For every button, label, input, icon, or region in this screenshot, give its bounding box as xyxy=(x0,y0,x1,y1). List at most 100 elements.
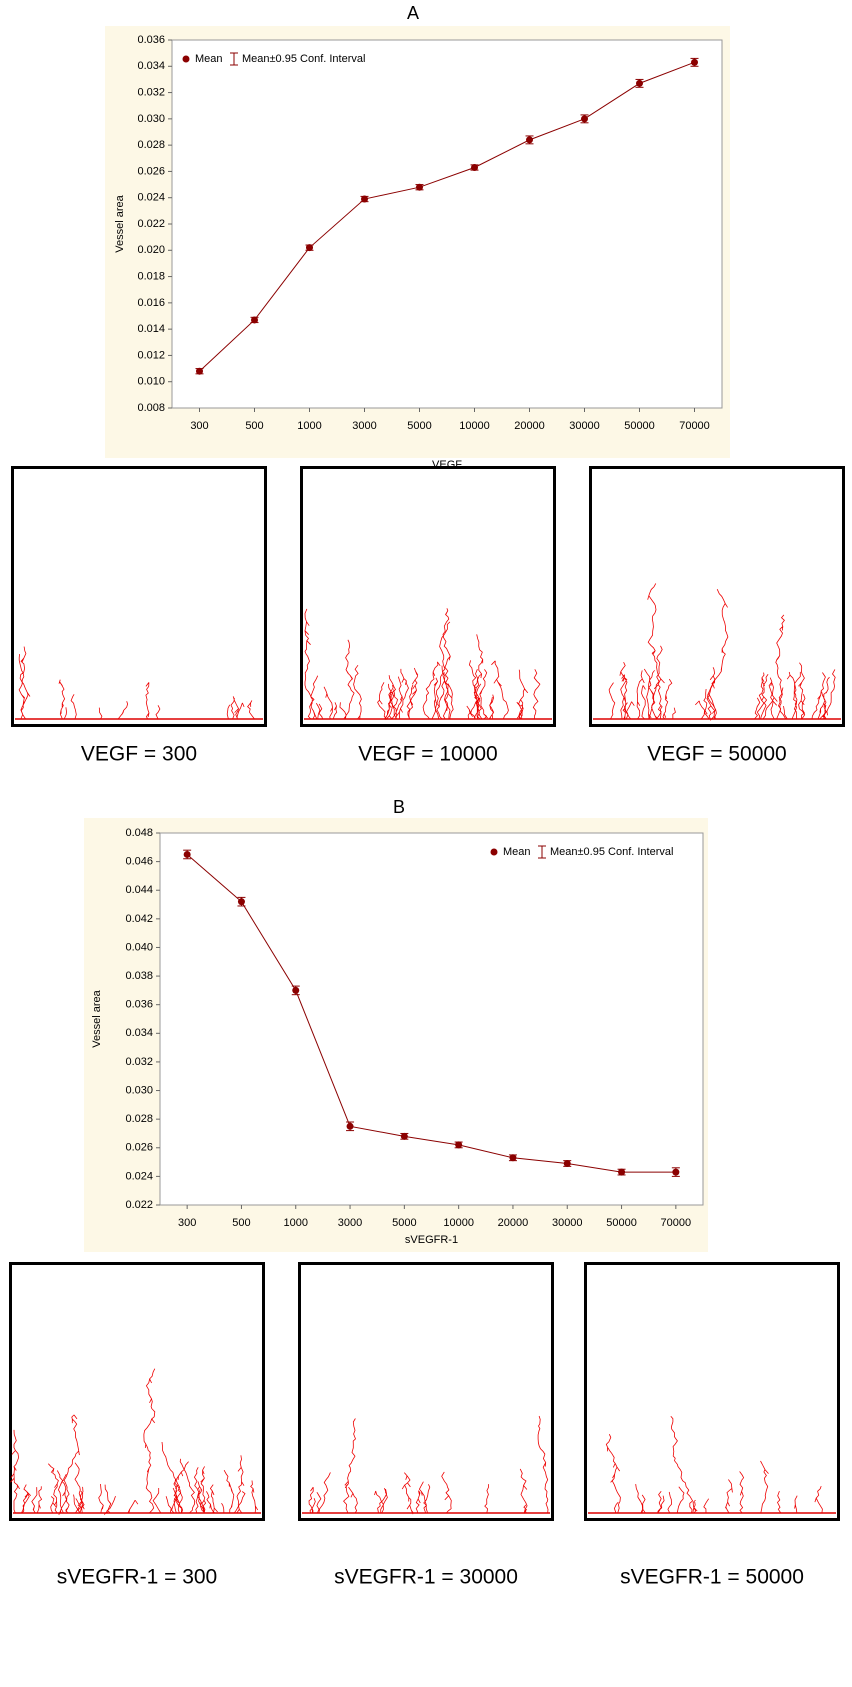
y-tick-label: 0.040 xyxy=(125,941,153,953)
y-tick-label: 0.026 xyxy=(125,1142,153,1154)
y-tick-label: 0.018 xyxy=(137,270,165,282)
y-tick-label: 0.008 xyxy=(137,402,165,414)
marker xyxy=(691,58,698,66)
panel-label: A xyxy=(407,3,419,23)
y-tick-label: 0.028 xyxy=(125,1113,153,1125)
plot-area xyxy=(159,832,704,1206)
x-tick-label: 70000 xyxy=(679,420,710,432)
y-tick-label: 0.014 xyxy=(137,323,165,335)
simulation-frame xyxy=(300,466,556,727)
vessel-network xyxy=(18,646,255,720)
y-tick-label: 0.024 xyxy=(125,1170,153,1182)
marker xyxy=(509,1154,517,1162)
series-line xyxy=(199,61,695,372)
x-tick-label: 500 xyxy=(245,420,263,432)
y-tick-label: 0.036 xyxy=(125,999,153,1011)
y-tick-label: 0.032 xyxy=(137,86,165,98)
legend-label: Mean±0.95 Conf. Interval xyxy=(550,846,673,858)
y-axis-title: Vessel area xyxy=(114,194,126,252)
y-axis-title: Vessel area xyxy=(91,989,103,1047)
marker xyxy=(306,244,313,252)
vessel-network xyxy=(10,1368,259,1515)
legend-marker xyxy=(182,55,190,63)
plot-area xyxy=(171,39,723,409)
x-tick-label: 3000 xyxy=(338,1217,362,1229)
legend-label: Mean xyxy=(503,846,531,858)
x-tick-label: 5000 xyxy=(407,420,431,432)
y-tick-label: 0.022 xyxy=(125,1199,153,1211)
vessel-network xyxy=(304,608,541,721)
marker xyxy=(400,1132,408,1140)
x-axis-title: sVEGFR-1 xyxy=(405,1234,458,1246)
image-caption: sVEGFR-1 = 50000 xyxy=(620,1566,804,1589)
legend-label: Mean±0.95 Conf. Interval xyxy=(242,53,365,65)
y-tick-label: 0.026 xyxy=(137,165,165,177)
marker xyxy=(237,898,245,906)
y-tick-label: 0.030 xyxy=(125,1084,153,1096)
marker xyxy=(581,115,588,123)
marker xyxy=(618,1168,626,1176)
legend-error-icon xyxy=(538,845,546,859)
marker xyxy=(455,1141,463,1149)
image-caption: VEGF = 50000 xyxy=(647,743,787,766)
image-caption: sVEGFR-1 = 30000 xyxy=(334,1566,518,1589)
series-line xyxy=(186,854,676,1173)
marker xyxy=(471,163,478,171)
marker xyxy=(416,183,423,191)
y-tick-label: 0.038 xyxy=(125,970,153,982)
x-tick-label: 20000 xyxy=(514,420,545,432)
y-tick-label: 0.042 xyxy=(125,913,153,925)
x-tick-label: 300 xyxy=(178,1217,196,1229)
y-tick-label: 0.030 xyxy=(137,113,165,125)
y-tick-label: 0.024 xyxy=(137,192,165,204)
x-tick-label: 50000 xyxy=(624,420,655,432)
marker xyxy=(636,79,643,87)
y-tick-label: 0.016 xyxy=(137,297,165,309)
x-tick-label: 30000 xyxy=(552,1217,583,1229)
simulation-frame xyxy=(589,466,845,727)
vessel-network xyxy=(308,1415,549,1515)
x-tick-label: 1000 xyxy=(297,420,321,432)
simulation-frame xyxy=(298,1262,554,1521)
marker xyxy=(196,367,203,375)
x-tick-label: 3000 xyxy=(352,420,376,432)
image-caption: VEGF = 300 xyxy=(81,743,197,766)
x-tick-label: 30000 xyxy=(569,420,600,432)
x-tick-label: 10000 xyxy=(443,1217,474,1229)
x-tick-label: 70000 xyxy=(661,1217,692,1229)
y-tick-label: 0.034 xyxy=(137,60,165,72)
simulation-frame xyxy=(584,1262,840,1521)
image-caption: sVEGFR-1 = 300 xyxy=(57,1566,217,1589)
marker xyxy=(563,1160,571,1168)
y-tick-label: 0.046 xyxy=(125,856,153,868)
legend-marker xyxy=(490,848,498,856)
legend-error-icon xyxy=(230,52,238,66)
y-tick-label: 0.048 xyxy=(125,827,153,839)
x-tick-label: 1000 xyxy=(284,1217,308,1229)
marker xyxy=(672,1168,680,1176)
simulation-frame xyxy=(11,466,267,727)
y-tick-label: 0.034 xyxy=(125,1027,153,1039)
y-tick-label: 0.020 xyxy=(137,244,165,256)
x-tick-label: 5000 xyxy=(392,1217,416,1229)
vessel-network xyxy=(605,1415,823,1514)
y-tick-label: 0.044 xyxy=(125,884,153,896)
vessel-network xyxy=(608,583,836,721)
marker xyxy=(292,986,300,994)
y-tick-label: 0.032 xyxy=(125,1056,153,1068)
y-tick-label: 0.012 xyxy=(137,349,165,361)
marker xyxy=(361,195,368,203)
x-tick-label: 10000 xyxy=(459,420,490,432)
marker xyxy=(526,136,533,144)
marker xyxy=(346,1122,354,1130)
x-tick-label: 500 xyxy=(232,1217,250,1229)
y-tick-label: 0.010 xyxy=(137,376,165,388)
image-caption: VEGF = 10000 xyxy=(358,743,498,766)
x-tick-label: 20000 xyxy=(498,1217,529,1229)
legend-label: Mean xyxy=(195,53,223,65)
y-tick-label: 0.022 xyxy=(137,218,165,230)
marker xyxy=(183,850,191,858)
simulation-frame xyxy=(9,1262,265,1521)
y-tick-label: 0.036 xyxy=(137,34,165,46)
